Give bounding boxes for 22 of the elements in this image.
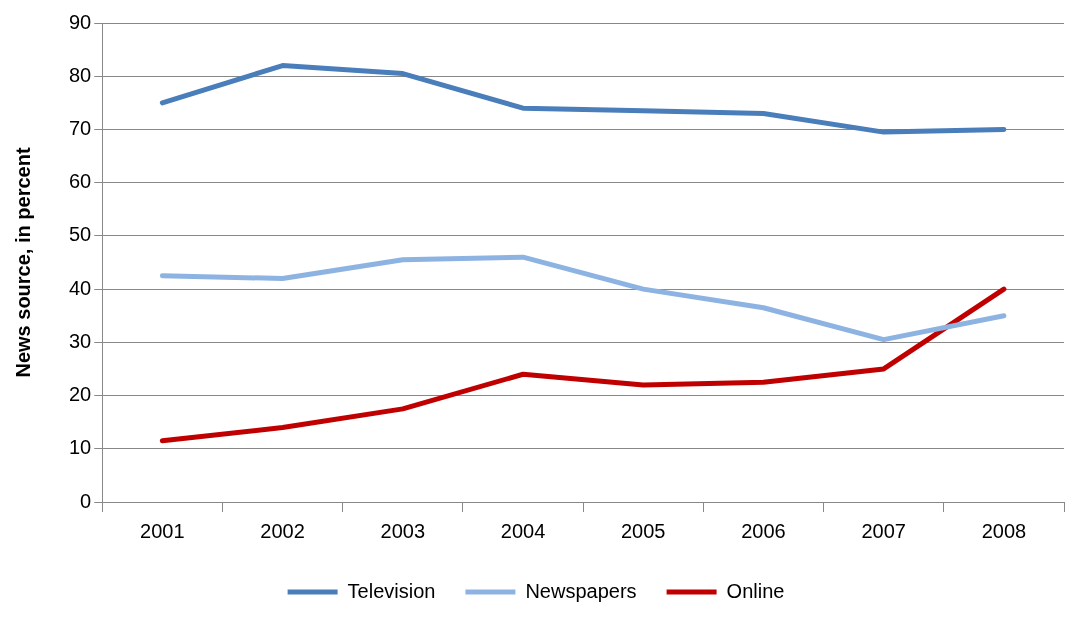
y-tick-label: 10 [69, 436, 92, 459]
y-tick-label: 80 [69, 63, 92, 86]
y-tick-label: 30 [69, 329, 92, 352]
legend-label: Online [726, 579, 785, 602]
y-tick-label: 40 [69, 276, 92, 299]
legend-label: Television [347, 579, 436, 602]
x-tick-label: 2001 [140, 519, 185, 542]
x-tick-label: 2007 [861, 519, 906, 542]
x-tick-label: 2004 [500, 519, 546, 542]
y-tick-label: 50 [69, 223, 92, 246]
y-tick-label: 60 [69, 170, 92, 193]
y-tick-label: 70 [69, 116, 92, 139]
legend-label: Newspapers [525, 579, 637, 602]
y-tick-label: 90 [69, 10, 92, 33]
y-tick-label: 0 [80, 489, 92, 512]
x-tick-label: 2003 [380, 519, 426, 542]
y-axis-title: News source, in percent [11, 147, 34, 378]
y-tick-label: 20 [69, 383, 92, 406]
x-tick-label: 2005 [620, 519, 666, 542]
x-tick-label: 2002 [260, 519, 305, 542]
x-tick-label: 2008 [981, 519, 1027, 542]
x-tick-label: 2006 [741, 519, 786, 542]
